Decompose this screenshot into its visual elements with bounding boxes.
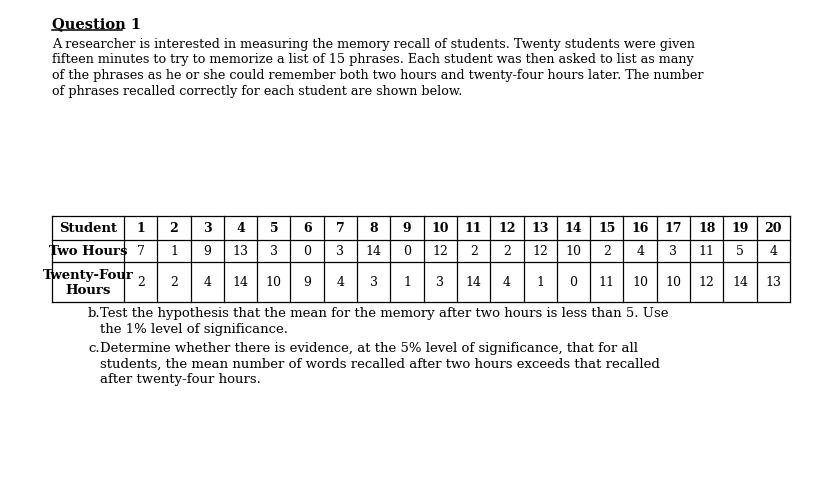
- Text: 14: 14: [365, 245, 382, 258]
- Text: 19: 19: [731, 222, 748, 235]
- Text: 14: 14: [233, 276, 248, 289]
- Text: 7: 7: [137, 245, 144, 258]
- Text: Student: Student: [59, 222, 117, 235]
- Text: of phrases recalled correctly for each student are shown below.: of phrases recalled correctly for each s…: [52, 84, 462, 97]
- Text: Test the hypothesis that the mean for the memory after two hours is less than 5.: Test the hypothesis that the mean for th…: [100, 306, 667, 319]
- Text: Two Hours: Two Hours: [48, 245, 127, 258]
- Text: 10: 10: [265, 276, 282, 289]
- Text: 16: 16: [631, 222, 648, 235]
- Text: 7: 7: [336, 222, 345, 235]
- Text: 2: 2: [170, 222, 178, 235]
- Text: 1: 1: [536, 276, 544, 289]
- Text: 1: 1: [136, 222, 145, 235]
- Text: 12: 12: [498, 222, 515, 235]
- Text: 3: 3: [336, 245, 344, 258]
- Text: students, the mean number of words recalled after two hours exceeds that recalle: students, the mean number of words recal…: [100, 357, 659, 370]
- Text: 14: 14: [731, 276, 747, 289]
- Text: 8: 8: [369, 222, 378, 235]
- Text: 2: 2: [602, 245, 610, 258]
- Text: 9: 9: [303, 276, 310, 289]
- Text: 3: 3: [668, 245, 676, 258]
- Text: fifteen minutes to try to memorize a list of 15 phrases. Each student was then a: fifteen minutes to try to memorize a lis…: [52, 53, 693, 66]
- Text: 4: 4: [236, 222, 245, 235]
- Text: after twenty-four hours.: after twenty-four hours.: [100, 372, 260, 385]
- Text: 4: 4: [768, 245, 776, 258]
- Text: 14: 14: [465, 276, 481, 289]
- Text: 4: 4: [203, 276, 211, 289]
- Text: 17: 17: [664, 222, 681, 235]
- Text: 10: 10: [665, 276, 681, 289]
- Text: 13: 13: [531, 222, 548, 235]
- Text: 9: 9: [203, 245, 211, 258]
- Text: Question 1: Question 1: [52, 17, 141, 31]
- Text: 11: 11: [598, 276, 614, 289]
- Text: b.: b.: [88, 306, 101, 319]
- Text: 4: 4: [636, 245, 644, 258]
- Text: 2: 2: [170, 276, 178, 289]
- Text: 10: 10: [431, 222, 449, 235]
- Text: 18: 18: [697, 222, 714, 235]
- Text: 1: 1: [403, 276, 410, 289]
- Text: 5: 5: [735, 245, 743, 258]
- Text: 10: 10: [565, 245, 581, 258]
- Text: 3: 3: [202, 222, 211, 235]
- Text: 6: 6: [302, 222, 311, 235]
- Text: 12: 12: [698, 276, 714, 289]
- Text: 11: 11: [698, 245, 714, 258]
- Text: 11: 11: [464, 222, 482, 235]
- Text: 10: 10: [631, 276, 647, 289]
- Text: 1: 1: [170, 245, 178, 258]
- Text: 3: 3: [436, 276, 444, 289]
- Text: c.: c.: [88, 341, 99, 354]
- Text: of the phrases as he or she could remember both two hours and twenty-four hours : of the phrases as he or she could rememb…: [52, 69, 703, 82]
- Text: 5: 5: [269, 222, 278, 235]
- Text: 0: 0: [303, 245, 310, 258]
- Text: Determine whether there is evidence, at the 5% level of significance, that for a: Determine whether there is evidence, at …: [100, 341, 637, 354]
- Text: 13: 13: [233, 245, 248, 258]
- Text: 2: 2: [469, 245, 477, 258]
- Text: 12: 12: [432, 245, 448, 258]
- Text: 13: 13: [764, 276, 781, 289]
- Text: 2: 2: [502, 245, 510, 258]
- Text: 3: 3: [369, 276, 378, 289]
- Text: 4: 4: [502, 276, 510, 289]
- Text: Hours: Hours: [66, 283, 111, 296]
- Text: 9: 9: [402, 222, 411, 235]
- Text: 3: 3: [269, 245, 278, 258]
- Text: 0: 0: [569, 276, 577, 289]
- Text: 0: 0: [403, 245, 410, 258]
- Text: Twenty-Four: Twenty-Four: [43, 269, 133, 282]
- Text: 4: 4: [336, 276, 344, 289]
- Text: the 1% level of significance.: the 1% level of significance.: [100, 322, 287, 335]
- Text: A researcher is interested in measuring the memory recall of students. Twenty st: A researcher is interested in measuring …: [52, 38, 695, 51]
- Text: 12: 12: [532, 245, 548, 258]
- Text: 15: 15: [597, 222, 615, 235]
- Text: 14: 14: [564, 222, 581, 235]
- Text: 2: 2: [137, 276, 144, 289]
- Text: 20: 20: [763, 222, 781, 235]
